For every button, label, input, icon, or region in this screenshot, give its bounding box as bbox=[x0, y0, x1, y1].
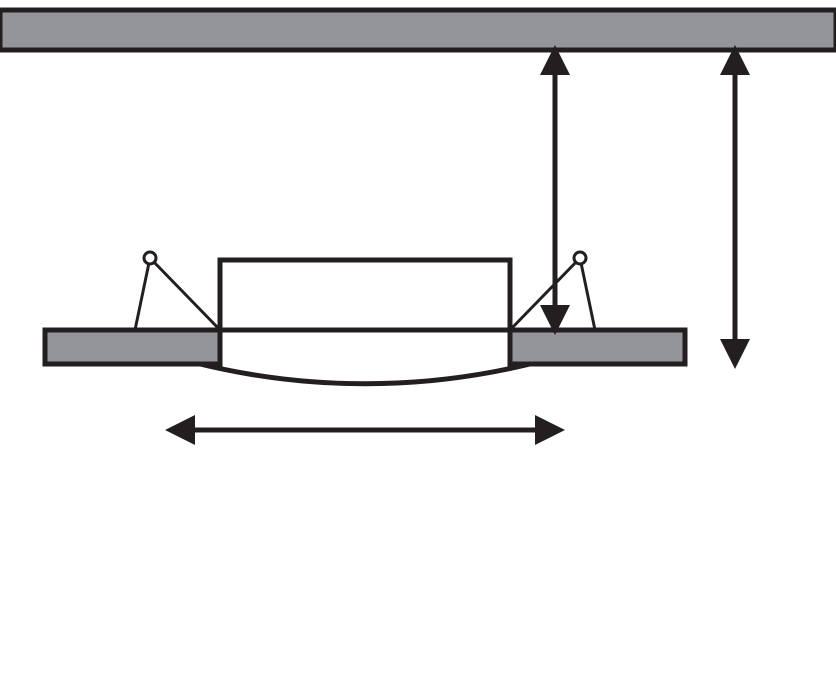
clip-left-pivot bbox=[144, 252, 156, 264]
clip-right-pivot bbox=[574, 252, 586, 264]
fixture-body bbox=[220, 260, 510, 330]
ceiling-bar bbox=[0, 10, 836, 50]
flange-left bbox=[45, 330, 220, 364]
clip-left bbox=[135, 258, 220, 330]
bezel-arc bbox=[200, 364, 530, 384]
flange-right bbox=[510, 330, 685, 364]
